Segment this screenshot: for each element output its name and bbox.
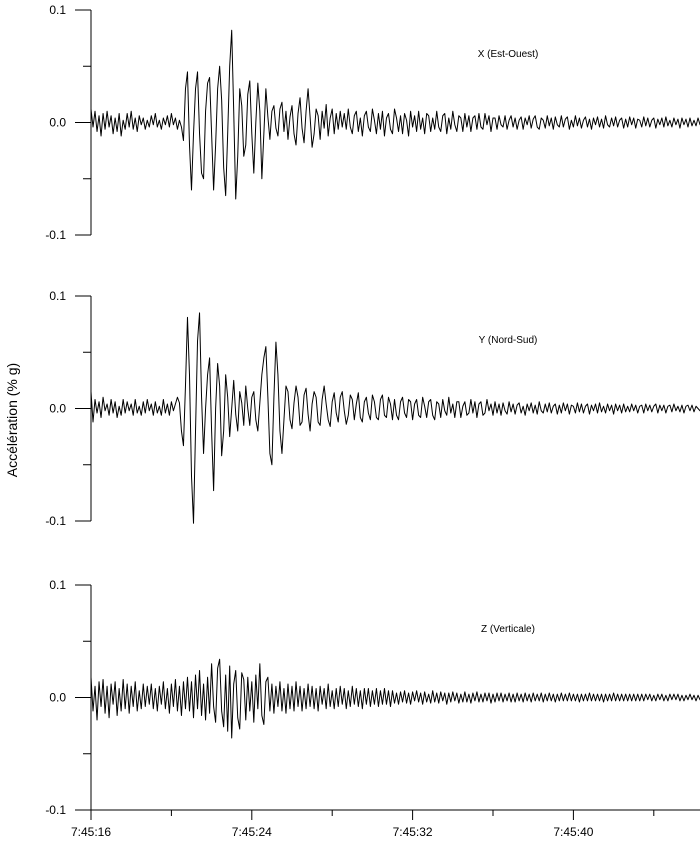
y-tick-label: 0.0 xyxy=(49,402,66,416)
y-tick-label: -0.1 xyxy=(45,514,66,528)
panel-title: Y (Nord-Sud) xyxy=(479,335,538,346)
y-tick-label: 0.0 xyxy=(49,116,66,130)
panel-2: 0.1 0.0 -0.1 Z (Verticale) xyxy=(45,578,700,820)
waveform-series-0 xyxy=(90,29,700,200)
x-tick-label: 7:45:32 xyxy=(393,825,433,839)
y-tick-label: 0.1 xyxy=(49,289,66,303)
y-tick-label: 0.1 xyxy=(49,578,66,592)
y-tick-label: -0.1 xyxy=(45,228,66,242)
waveform-series-2 xyxy=(90,658,700,739)
y-axis-label: Accélération (% g) xyxy=(4,363,20,477)
y-tick-label: 0.1 xyxy=(49,3,66,17)
panel-1: 0.1 0.0 -0.1 Y (Nord-Sud) xyxy=(45,289,700,528)
panel-title: X (Est-Ouest) xyxy=(478,49,539,60)
x-tick-label: 7:45:40 xyxy=(553,825,593,839)
x-tick-label: 7:45:24 xyxy=(232,825,272,839)
y-tick-label: -0.1 xyxy=(45,803,66,817)
waveform-series-1 xyxy=(90,312,700,524)
y-tick-label: 0.0 xyxy=(49,691,66,705)
panel-title: Z (Verticale) xyxy=(481,624,535,635)
x-tick-label: 7:45:16 xyxy=(71,825,111,839)
panel-0: 0.1 0.0 -0.1 X (Est-Ouest) xyxy=(45,3,700,242)
